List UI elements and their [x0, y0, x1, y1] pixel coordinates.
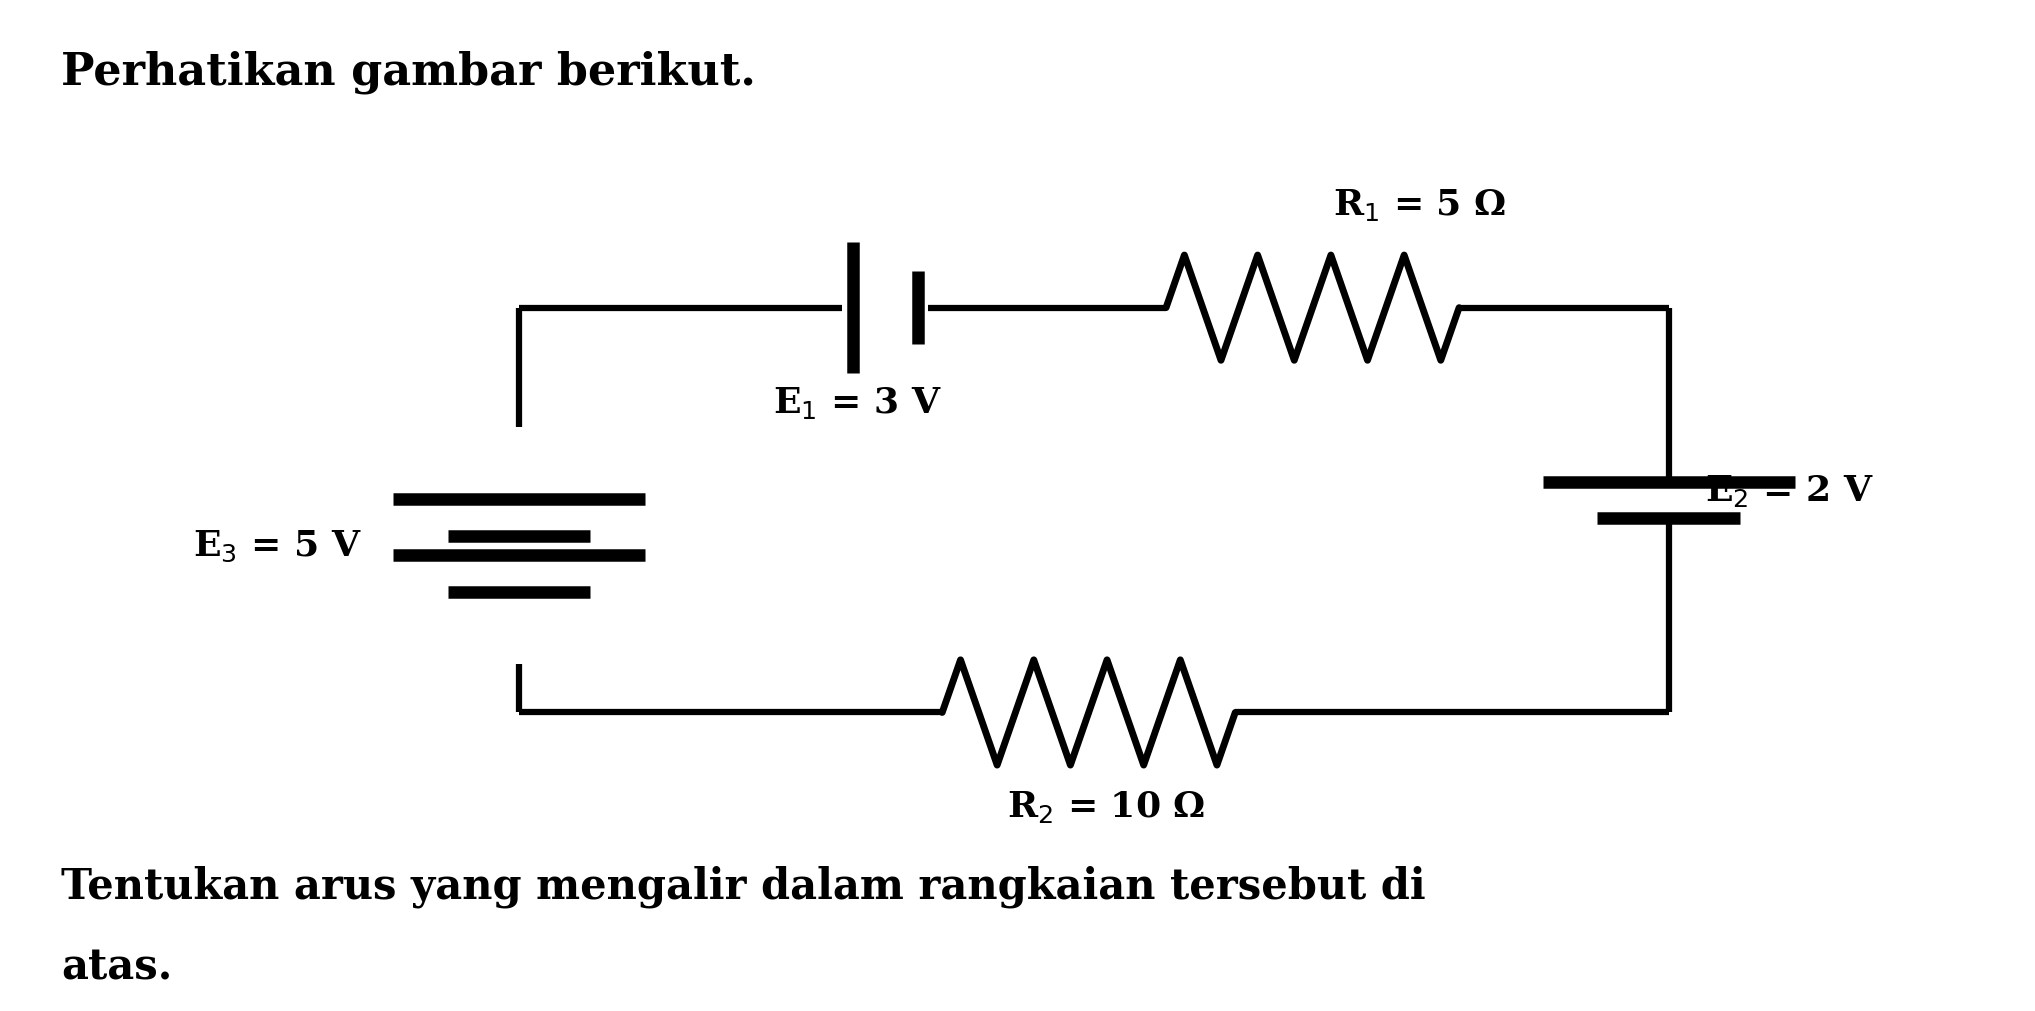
Text: atas.: atas. [61, 945, 173, 988]
Text: R$_2$ = 10 Ω: R$_2$ = 10 Ω [1007, 789, 1205, 825]
Text: R$_1$ = 5 Ω: R$_1$ = 5 Ω [1333, 186, 1506, 222]
Text: E$_2$ = 2 V: E$_2$ = 2 V [1705, 472, 1874, 509]
Text: Perhatikan gambar berikut.: Perhatikan gambar berikut. [61, 51, 755, 94]
Text: Tentukan arus yang mengalir dalam rangkaian tersebut di: Tentukan arus yang mengalir dalam rangka… [61, 864, 1427, 907]
Text: E$_1$ = 3 V: E$_1$ = 3 V [773, 384, 942, 421]
Text: E$_3$ = 5 V: E$_3$ = 5 V [193, 529, 362, 563]
